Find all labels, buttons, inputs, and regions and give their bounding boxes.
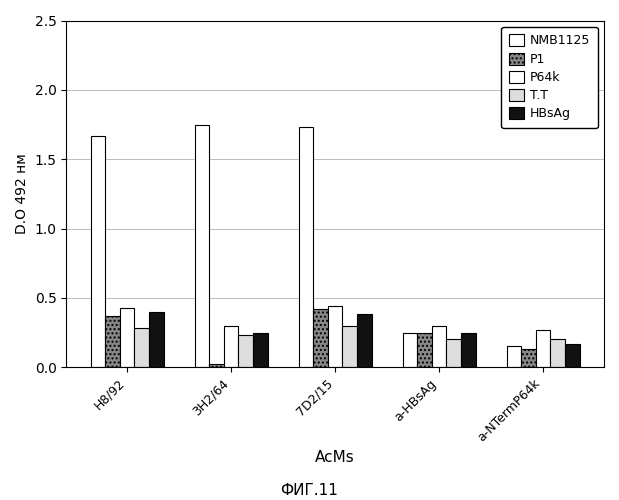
Bar: [120, 308, 134, 367]
Bar: [403, 332, 417, 367]
Bar: [91, 136, 105, 367]
Legend: NMB1125, P1, P64k, T.T, HBsAg: NMB1125, P1, P64k, T.T, HBsAg: [501, 26, 598, 128]
Bar: [521, 349, 536, 367]
Bar: [446, 340, 461, 367]
Bar: [224, 326, 238, 367]
X-axis label: AcMs: AcMs: [315, 450, 355, 465]
Bar: [299, 128, 313, 367]
Bar: [328, 306, 342, 367]
Bar: [550, 340, 565, 367]
Bar: [105, 316, 120, 367]
Y-axis label: D.O 492 нм: D.O 492 нм: [15, 154, 29, 234]
Bar: [461, 332, 475, 367]
Bar: [134, 328, 149, 367]
Text: ФИГ.11: ФИГ.11: [280, 483, 339, 498]
Bar: [313, 309, 328, 367]
Bar: [565, 344, 579, 367]
Bar: [507, 346, 521, 367]
Bar: [432, 326, 446, 367]
Bar: [253, 332, 267, 367]
Bar: [195, 124, 209, 367]
Bar: [209, 364, 224, 367]
Bar: [342, 326, 357, 367]
Bar: [149, 312, 163, 367]
Bar: [536, 330, 550, 367]
Bar: [357, 314, 371, 367]
Bar: [238, 336, 253, 367]
Bar: [417, 332, 432, 367]
